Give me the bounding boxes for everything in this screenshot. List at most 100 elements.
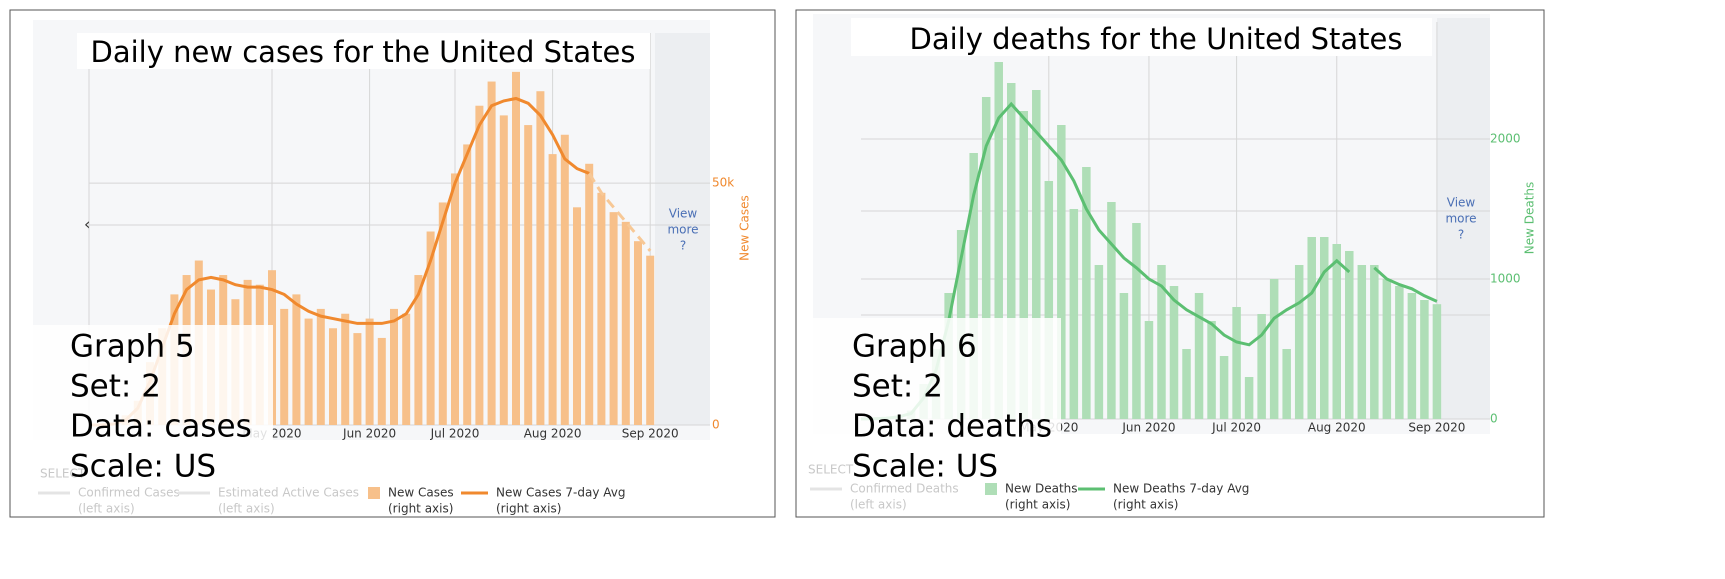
bar	[1407, 293, 1417, 419]
bar	[1069, 209, 1079, 419]
bar	[365, 318, 374, 425]
bar	[426, 231, 435, 425]
bar	[353, 333, 362, 425]
view-more[interactable]: ?	[1458, 228, 1464, 242]
bar	[1319, 237, 1329, 419]
bar	[1232, 307, 1241, 419]
legend-label[interactable]: Confirmed Deaths	[850, 482, 959, 496]
bar	[1219, 356, 1229, 419]
bar	[1107, 202, 1116, 419]
select-label: SELECT	[40, 467, 86, 481]
annotation: Graph 5	[70, 329, 195, 365]
legend-swatch	[368, 487, 380, 499]
bar	[512, 71, 520, 426]
view-more-bg	[655, 33, 710, 425]
legend-note: (right axis)	[1005, 498, 1070, 512]
bar	[304, 318, 313, 425]
annotation: Set: 2	[70, 369, 161, 405]
legend-label[interactable]: New Deaths	[1005, 482, 1078, 496]
legend-note: (left axis)	[850, 498, 907, 512]
view-more[interactable]: ?	[680, 239, 686, 253]
bar	[475, 105, 484, 425]
projection-line	[587, 172, 652, 252]
bar	[341, 313, 350, 425]
bar	[438, 202, 447, 425]
bar	[994, 62, 1003, 419]
x-tick-label: Jul 2020	[430, 427, 480, 441]
axis-title: New Cases	[738, 195, 752, 261]
bar	[451, 173, 459, 425]
bar	[1395, 286, 1404, 419]
overlay-box	[813, 318, 1061, 515]
annotation: Data: deaths	[852, 409, 1052, 445]
bar	[1332, 244, 1342, 419]
legend-label[interactable]: Confirmed Cases	[78, 486, 180, 500]
title-box	[851, 18, 1432, 56]
bar	[463, 144, 472, 426]
bar	[1032, 90, 1041, 419]
bar	[1019, 111, 1029, 419]
bar	[585, 163, 594, 425]
bar	[1382, 279, 1392, 419]
legend-label[interactable]: New Cases 7-day Avg	[496, 486, 626, 500]
overlay-box	[33, 325, 273, 515]
bar	[524, 125, 533, 425]
title-box	[77, 33, 650, 69]
bar	[1144, 321, 1154, 419]
chart-title: Daily new cases for the United States	[90, 35, 635, 69]
y-tick-label: 50k	[712, 176, 734, 190]
x-tick-label: Sep 2020	[622, 427, 679, 441]
bar	[1370, 265, 1379, 419]
axis-title: New Deaths	[1523, 182, 1537, 255]
bar	[1420, 300, 1429, 419]
x-tick-label: Jun 2020	[342, 427, 396, 441]
nav-arrow[interactable]: ‹	[84, 215, 90, 234]
annotation: Scale: US	[70, 449, 216, 485]
bar	[292, 294, 301, 425]
bar	[548, 154, 557, 425]
bar	[1345, 251, 1354, 419]
bar	[1194, 293, 1204, 419]
view-more[interactable]: more	[667, 223, 698, 237]
bar	[414, 275, 423, 425]
x-tick-label: Jul 2020	[1211, 421, 1261, 435]
chart-title: Daily deaths for the United States	[910, 22, 1403, 56]
view-more[interactable]: View	[1447, 196, 1476, 210]
bar	[536, 91, 545, 426]
legend-note: (right axis)	[496, 502, 561, 516]
bar	[1082, 167, 1091, 419]
legend-label[interactable]: New Cases	[388, 486, 454, 500]
bar	[1157, 265, 1166, 419]
avg-line	[1373, 266, 1438, 303]
bar	[597, 192, 606, 425]
bar	[1044, 181, 1054, 419]
view-more[interactable]: more	[1445, 212, 1476, 226]
bar	[646, 255, 655, 425]
bar	[1294, 265, 1304, 419]
legend-note: (left axis)	[78, 502, 135, 516]
bar	[981, 97, 991, 419]
view-more[interactable]: View	[669, 207, 698, 221]
annotation: Graph 6	[852, 329, 977, 365]
bar	[1307, 237, 1316, 419]
bar	[487, 81, 496, 425]
annotation: Scale: US	[852, 449, 998, 485]
legend-label[interactable]: Estimated Active Cases	[218, 486, 359, 500]
bar	[316, 308, 325, 425]
bar	[402, 313, 411, 425]
legend-label[interactable]: New Deaths 7-day Avg	[1113, 482, 1249, 496]
bar	[969, 153, 978, 419]
legend-note: (right axis)	[388, 502, 453, 516]
bar	[1119, 293, 1129, 419]
y-tick-label: 0	[1490, 412, 1498, 426]
bar	[621, 221, 630, 425]
legend-note: (right axis)	[1113, 498, 1178, 512]
bar	[634, 241, 642, 425]
bar	[1432, 304, 1442, 419]
bar	[377, 337, 386, 425]
legend-swatch	[985, 483, 997, 495]
y-tick-label: 0	[712, 418, 720, 432]
annotation: Data: cases	[70, 409, 252, 445]
